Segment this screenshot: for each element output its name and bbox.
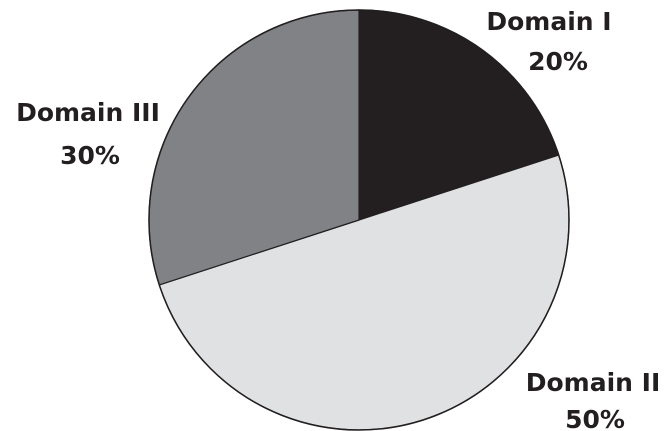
- value-domain-i: 20%: [528, 47, 588, 76]
- value-domain-iii: 30%: [60, 141, 120, 170]
- label-domain-ii: Domain II: [526, 368, 661, 397]
- label-domain-i: Domain I: [486, 7, 611, 36]
- pie-slices: [149, 10, 569, 430]
- value-domain-ii: 50%: [565, 405, 625, 431]
- label-domain-iii: Domain III: [16, 98, 160, 127]
